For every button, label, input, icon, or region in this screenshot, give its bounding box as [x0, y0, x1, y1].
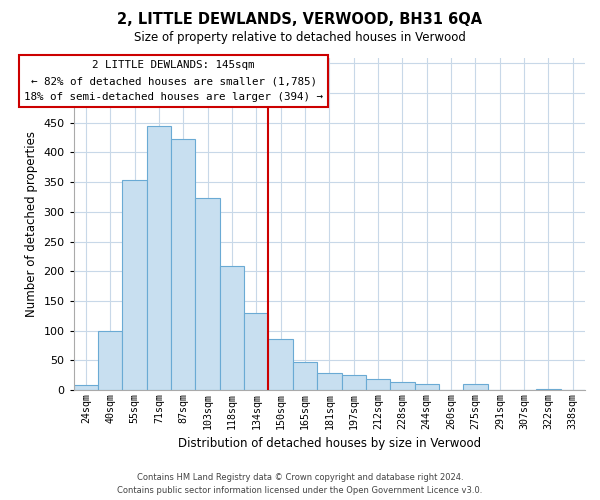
Bar: [74, 385, 98, 390]
Bar: [366, 378, 390, 390]
Bar: [98, 330, 122, 390]
Bar: [268, 340, 293, 390]
Y-axis label: Number of detached properties: Number of detached properties: [25, 130, 38, 316]
Bar: [147, 126, 171, 390]
Bar: [341, 375, 366, 390]
X-axis label: Distribution of detached houses by size in Verwood: Distribution of detached houses by size …: [178, 437, 481, 450]
Bar: [171, 139, 196, 390]
Bar: [390, 382, 415, 390]
Text: 2 LITTLE DEWLANDS: 145sqm
← 82% of detached houses are smaller (1,785)
18% of se: 2 LITTLE DEWLANDS: 145sqm ← 82% of detac…: [24, 60, 323, 102]
Bar: [415, 384, 439, 390]
Text: 2, LITTLE DEWLANDS, VERWOOD, BH31 6QA: 2, LITTLE DEWLANDS, VERWOOD, BH31 6QA: [118, 12, 482, 28]
Bar: [536, 388, 560, 390]
Bar: [122, 180, 147, 390]
Bar: [463, 384, 488, 390]
Bar: [196, 198, 220, 390]
Bar: [293, 362, 317, 390]
Text: Contains HM Land Registry data © Crown copyright and database right 2024.
Contai: Contains HM Land Registry data © Crown c…: [118, 474, 482, 495]
Text: Size of property relative to detached houses in Verwood: Size of property relative to detached ho…: [134, 31, 466, 44]
Bar: [220, 266, 244, 390]
Bar: [317, 374, 341, 390]
Bar: [244, 312, 268, 390]
